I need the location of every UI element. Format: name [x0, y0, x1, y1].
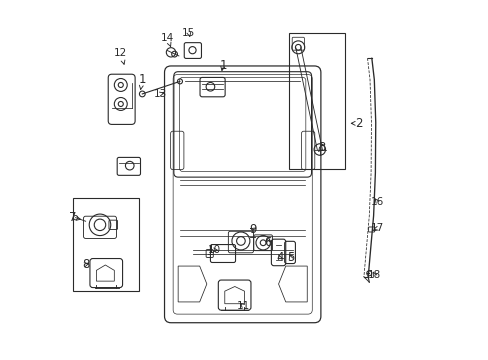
Text: 15: 15 [182, 28, 195, 38]
Bar [289, 33, 344, 169]
Text: 13: 13 [153, 89, 166, 99]
Bar [73, 198, 139, 291]
Text: 2: 2 [350, 117, 362, 130]
Text: 5: 5 [286, 251, 293, 264]
Text: 11: 11 [237, 301, 250, 311]
Text: 14: 14 [161, 33, 174, 46]
Text: 9: 9 [249, 223, 257, 236]
Text: 6: 6 [264, 236, 271, 249]
Text: 8: 8 [82, 258, 89, 271]
Text: 4: 4 [275, 251, 283, 264]
Text: 17: 17 [370, 224, 383, 233]
Text: 1: 1 [219, 59, 226, 72]
Text: 12: 12 [114, 48, 127, 64]
Text: 16: 16 [370, 197, 383, 207]
Text: 10: 10 [207, 245, 220, 255]
Text: 1: 1 [138, 73, 146, 89]
Text: 7: 7 [69, 211, 80, 224]
Text: 3: 3 [317, 141, 325, 154]
Text: 18: 18 [367, 270, 381, 280]
